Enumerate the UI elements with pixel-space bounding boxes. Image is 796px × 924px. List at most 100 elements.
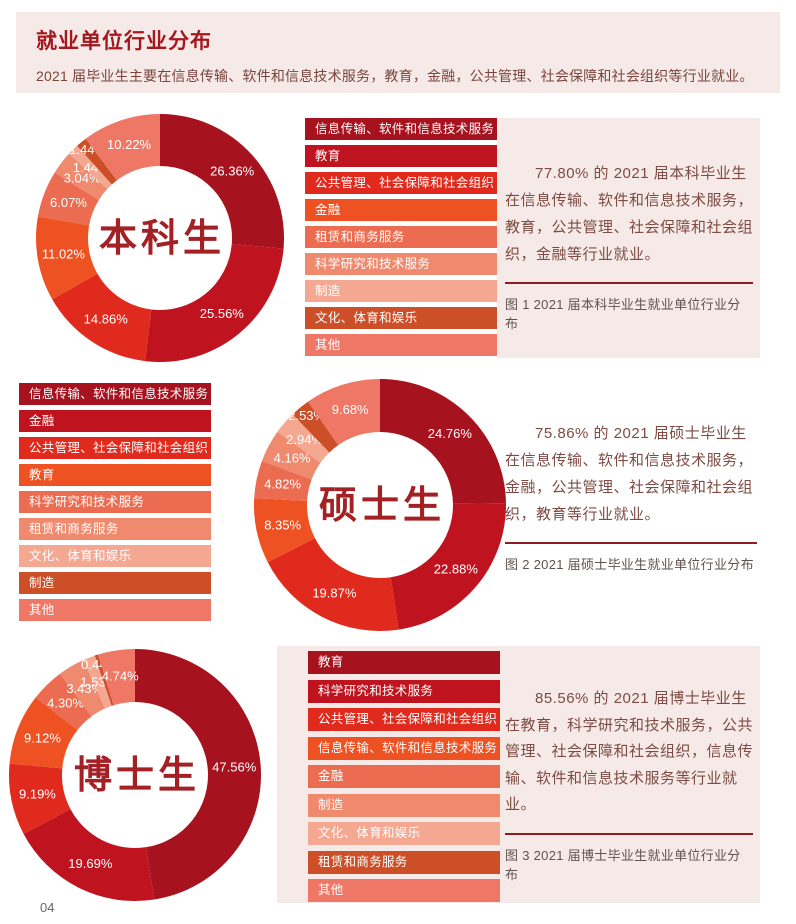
description-doctor: 85.56% 的 2021 届博士毕业生在教育，科学研究和技术服务，公共管理、社…: [505, 690, 754, 813]
chart-center-title: 本科生: [99, 218, 225, 260]
textblock-undergraduate: 77.80% 的 2021 届本科毕业生在信息传输、软件和信息技术服务，教育，公…: [505, 160, 753, 332]
slice-percent-label: 4.82%: [264, 477, 301, 492]
pie-slice: [37, 172, 99, 226]
slice-percent-label: 14.86%: [84, 312, 129, 327]
pie-slice: [261, 431, 321, 480]
legend-item: 金融: [19, 410, 211, 432]
legend-item: 制造: [308, 793, 500, 817]
legend-undergraduate: 信息传输、软件和信息技术服务 教育公共管理、社会保障和社会组织 金融租赁和商务服务科…: [305, 118, 497, 361]
pie-slice: [35, 673, 92, 731]
pie-slice: [23, 809, 155, 901]
slice-percent-label: 11.02%: [42, 247, 86, 262]
legend-item: 其他: [19, 599, 211, 621]
pie-slice: [85, 114, 160, 181]
legend-item: 科学研究和技术服务: [19, 491, 211, 513]
legend-item: 租赁和商务服务: [305, 226, 497, 248]
textblock-doctor: 85.56% 的 2021 届博士毕业生在教育，科学研究和技术服务，公共管理、社…: [505, 686, 753, 883]
legend-item: 金融: [308, 765, 500, 788]
pie-slice: [267, 538, 399, 631]
legend-item: 文化、体育和娱乐: [19, 545, 211, 567]
legend-item: 金融: [305, 199, 497, 221]
chart-center-title: 硕士生: [319, 485, 445, 527]
legend-item: 信息传输、软件和信息技术服务: [305, 118, 497, 140]
legend-item: 公共管理、社会保障和社会组织: [19, 437, 211, 459]
slice-percent-label: 25.56%: [200, 306, 245, 321]
pie-slice: [292, 401, 339, 453]
page-number: 04: [40, 900, 55, 915]
caption-divider: [505, 282, 753, 284]
slice-percent-label: 3.43%: [66, 681, 103, 696]
slice-percent-label: 10.22%: [107, 137, 152, 152]
slice-percent-label: 6.07%: [50, 195, 87, 210]
slice-percent-label: 22.88%: [434, 561, 479, 576]
pie-slice: [277, 414, 330, 463]
pie-slice: [8, 763, 71, 834]
caption-divider: [505, 832, 753, 835]
slice-percent-label: 9.12%: [24, 730, 61, 745]
description-master: 75.86% 的 2021 届硕士毕业生在信息传输、软件和信息技术服务，金融，公…: [505, 425, 754, 523]
slice-percent-label: 24.76%: [428, 426, 473, 441]
legend-item: 其他: [305, 334, 497, 356]
legend-item: 教育: [308, 651, 500, 674]
pie-slice: [145, 244, 284, 362]
description-panel-undergraduate: [497, 118, 760, 358]
slice-percent-label: 19.69%: [68, 856, 113, 871]
pie-slice: [83, 655, 112, 709]
pie-slice: [307, 379, 380, 446]
slice-percent-label: 4.16%: [274, 450, 311, 465]
legend-item: 科学研究和技术服务: [308, 679, 500, 703]
figure-caption-1: 图 1 2021 届本科毕业生就业单位行业分布: [505, 297, 741, 331]
slice-percent-label: 26.36%: [210, 164, 255, 179]
legend-item: 制造: [305, 280, 497, 302]
pie-slice: [160, 114, 284, 249]
slice-percent-label: 4.74%: [102, 669, 139, 684]
legend-doctor: 教育科学研究和技术服务 公共管理、社会保障和社会组织 信息传输、软件和信息技术服务金…: [308, 651, 500, 908]
textblock-master: 75.86% 的 2021 届硕士毕业生在信息传输、软件和信息技术服务，金融，公…: [505, 420, 757, 573]
legend-item: 文化、体育和娱乐: [305, 307, 497, 329]
pie-slice: [69, 145, 112, 190]
slice-percent-label: 9.68%: [332, 402, 369, 417]
legend-master: 信息传输、软件和信息技术服务 金融公共管理、社会保障和社会组织 教育科学研究和技术服…: [19, 383, 211, 626]
legend-item: 教育: [19, 464, 211, 486]
pie-slice: [390, 503, 506, 630]
donut-chart-master: 24.76%22.88%19.87%8.35%4.82%4.16%2.94%2.…: [254, 379, 506, 631]
donut-chart-doctor: 47.56%19.69%9.19%9.12%4.30%3.43%1.53%0.4…: [8, 649, 262, 901]
pie-slice: [77, 138, 117, 185]
figure-caption-2: 图 2 2021 届硕士毕业生就业单位行业分布: [505, 557, 754, 572]
pie-slice: [9, 697, 78, 769]
pie-slice: [254, 460, 312, 502]
page-subtitle: 2021 届毕业生主要在信息传输、软件和信息技术服务，教育，金融，公共管理、社会…: [36, 68, 754, 84]
chart-center-title: 博士生: [74, 755, 200, 797]
caption-divider: [505, 542, 757, 544]
description-undergraduate: 77.80% 的 2021 届本科毕业生在信息传输、软件和信息技术服务，教育，公…: [505, 165, 754, 263]
legend-item: 制造: [19, 572, 211, 594]
legend-item: 文化、体育和娱乐: [308, 822, 500, 845]
slice-percent-label: 19.87%: [312, 585, 357, 600]
slice-percent-label: 47.56%: [212, 759, 257, 774]
pie-slice: [60, 660, 106, 717]
figure-caption-3: 图 3 2021 届博士毕业生就业单位行业分布: [505, 847, 741, 882]
legend-item: 信息传输、软件和信息技术服务: [19, 383, 211, 405]
pie-slice: [135, 649, 262, 900]
pie-slice: [380, 379, 506, 504]
header-band: 就业单位行业分布 2021 届毕业生主要在信息传输、软件和信息技术服务，教育，金…: [16, 12, 780, 93]
legend-item: 信息传输、软件和信息技术服务: [308, 736, 500, 760]
legend-item: 科学研究和技术服务: [305, 253, 497, 275]
legend-item: 租赁和商务服务: [19, 518, 211, 540]
pie-slice: [254, 498, 315, 563]
pie-slice: [98, 649, 135, 706]
legend-item: 公共管理、社会保障和社会组织: [305, 172, 497, 194]
slice-percent-label: 8.35%: [264, 518, 301, 533]
legend-item: 教育: [305, 145, 497, 167]
legend-item: 公共管理、社会保障和社会组织: [308, 708, 500, 731]
slice-percent-label: 9.19%: [19, 787, 56, 802]
pie-slice: [35, 216, 98, 300]
pie-slice: [94, 654, 114, 706]
legend-item: 其他: [308, 879, 500, 902]
donut-chart-undergraduate: 26.36%25.56%14.86%11.02%6.07%3.04%1.44%1…: [35, 114, 284, 362]
slice-percent-label: 4.30%: [47, 696, 84, 711]
page-title: 就业单位行业分布: [36, 30, 212, 53]
legend-item: 租赁和商务服务: [308, 850, 500, 874]
pie-slice: [54, 153, 108, 200]
pie-slice: [52, 273, 152, 362]
